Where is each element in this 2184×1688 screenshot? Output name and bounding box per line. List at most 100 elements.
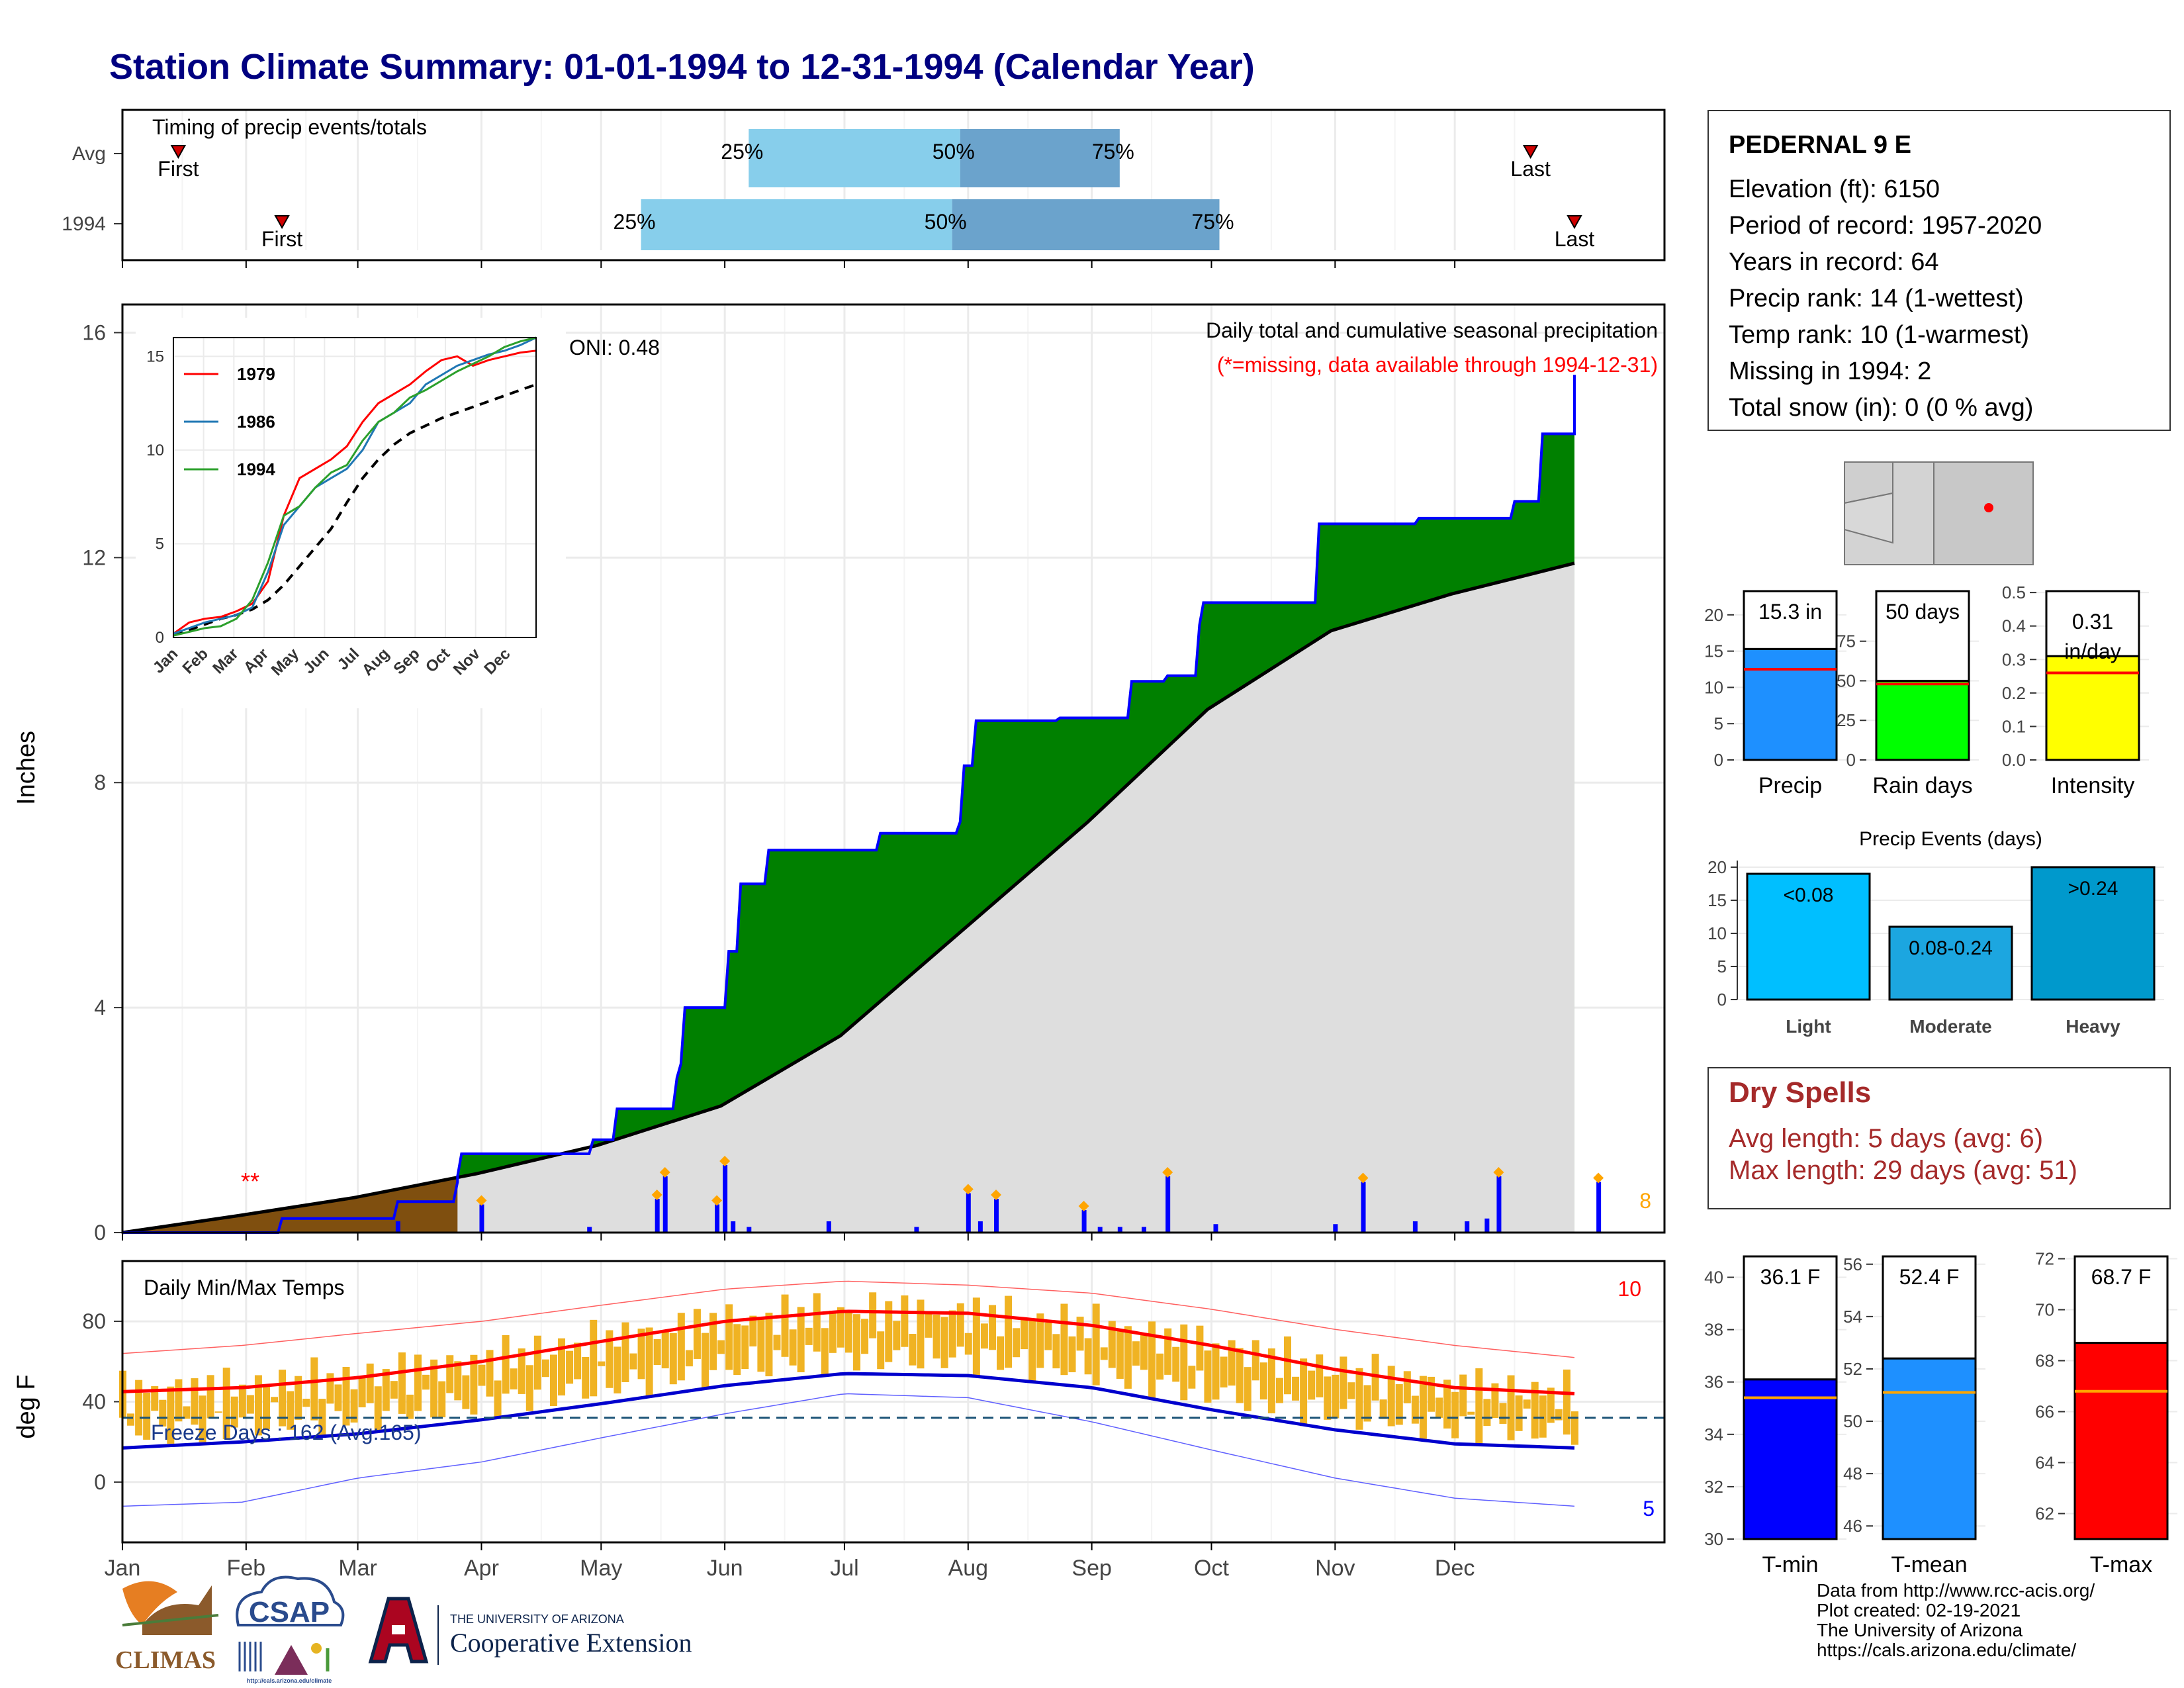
- temps-daily-bar: [454, 1361, 462, 1401]
- precip-y-tick-label: 12: [82, 545, 106, 569]
- temps-daily-bar: [358, 1378, 366, 1408]
- temps-daily-bar: [1507, 1375, 1515, 1440]
- precip-annotation: Daily total and cumulative seasonal prec…: [1206, 318, 1658, 342]
- summary-1-tick-label: 0: [1846, 750, 1856, 770]
- timing-row-label: 1994: [62, 213, 106, 235]
- inset-legend-label: 1994: [237, 459, 275, 479]
- tsummary-2-category-label: T-max: [2090, 1552, 2152, 1577]
- summary-2-tick-label: 0.0: [2002, 750, 2026, 770]
- tsummary-0-tick-label: 30: [1704, 1529, 1723, 1549]
- precip-event-marker: [1078, 1201, 1089, 1212]
- month-label: Jun: [707, 1556, 743, 1581]
- temps-daily-bar: [374, 1386, 382, 1433]
- temps-daily-bar: [685, 1350, 693, 1367]
- timing-bar-q25-q50: [641, 199, 952, 258]
- timing-bar-q25-q50: [749, 129, 960, 187]
- tsummary-1-tick-label: 50: [1843, 1411, 1862, 1431]
- temps-daily-bar: [1292, 1376, 1300, 1401]
- map-new-mexico: [1933, 461, 2034, 565]
- temps-daily-bar: [1435, 1397, 1443, 1418]
- temps-daily-bar: [844, 1311, 852, 1353]
- temps-daily-bar: [1363, 1385, 1371, 1422]
- temps-daily-bar: [1539, 1395, 1547, 1438]
- tsummary-1-tick-label: 46: [1843, 1516, 1862, 1536]
- summary-1-value-label: 50 days: [1886, 600, 1960, 624]
- temps-daily-bar: [821, 1328, 829, 1376]
- temps-daily-bar: [1403, 1371, 1411, 1403]
- temps-daily-bar: [199, 1395, 206, 1442]
- temps-daily-bar: [1148, 1321, 1156, 1399]
- temps-daily-bar: [717, 1340, 725, 1354]
- temps-daily-bar: [558, 1338, 566, 1396]
- csap-mountain-icon: [275, 1645, 308, 1675]
- temps-daily-bar: [206, 1375, 214, 1419]
- temps-daily-bar: [494, 1380, 502, 1417]
- summary-0-headroom: [1743, 590, 1838, 650]
- tsummary-2-tick-label: 64: [2035, 1453, 2054, 1473]
- temps-daily-bar: [1515, 1395, 1523, 1431]
- temps-count-max: 10: [1617, 1277, 1641, 1301]
- summary-0-category-label: Precip: [1758, 773, 1822, 798]
- temps-daily-bar: [901, 1295, 909, 1347]
- summary-1-headroom: [1875, 590, 1970, 682]
- month-label: Oct: [1194, 1556, 1229, 1581]
- month-label: Mar: [338, 1556, 377, 1581]
- temps-daily-bar: [582, 1356, 590, 1399]
- precip-daily-bar: [747, 1227, 752, 1233]
- events-bar: [1746, 872, 1871, 1001]
- temps-daily-bar: [1244, 1367, 1251, 1411]
- temps-daily-bar: [614, 1346, 621, 1393]
- temps-daily-bar: [1196, 1325, 1204, 1371]
- temps-daily-bar: [1284, 1336, 1291, 1395]
- inset-series-1986: [173, 336, 537, 635]
- temps-daily-bar: [1427, 1376, 1435, 1412]
- temps-daily-bar: [645, 1327, 653, 1398]
- tsummary-1-tick-label: 52: [1843, 1359, 1862, 1379]
- timing-frame: [121, 109, 1666, 261]
- temps-daily-bar: [917, 1299, 925, 1369]
- temps-avg-tmin-line: [122, 1372, 1575, 1450]
- precip-daily-bar: [723, 1165, 728, 1233]
- events-bar-label: <0.08: [1784, 884, 1834, 906]
- temps-daily-bar: [933, 1314, 940, 1359]
- temps-daily-bar: [350, 1389, 358, 1423]
- temps-daily-bar: [1523, 1399, 1531, 1409]
- temps-daily-bar: [805, 1327, 813, 1345]
- precip-daily-bar: [1213, 1224, 1218, 1233]
- precip-daily-bar: [1484, 1218, 1490, 1233]
- temps-daily-bar: [1140, 1334, 1148, 1370]
- temps-daily-bar: [1212, 1343, 1220, 1400]
- timing-quartile-label: 25%: [614, 210, 656, 234]
- events-tick-label: 20: [1707, 857, 1727, 877]
- temps-daily-bar: [1156, 1353, 1164, 1380]
- temps-daily-bar: [813, 1293, 821, 1352]
- inset-series-1994: [173, 336, 537, 637]
- temps-daily-bar: [151, 1386, 159, 1411]
- tsummary-1-category-label: T-mean: [1891, 1552, 1967, 1577]
- temps-daily-bar: [749, 1315, 757, 1347]
- temps-daily-bar: [997, 1336, 1005, 1370]
- credit-plot-created: Plot created: 02-19-2021: [1817, 1600, 2021, 1620]
- timing-bar-q50-q75: [952, 199, 1220, 258]
- timing-panel: 25% 50% 75% First Last Avg 25% 50% 75% First Last 1…: [62, 109, 1691, 270]
- temps-daily-bar: [1108, 1321, 1116, 1368]
- temps-daily-bar: [1060, 1303, 1068, 1376]
- temps-daily-bar: [709, 1313, 717, 1370]
- precip-daily-bar: [1165, 1176, 1171, 1233]
- temps-daily-bar: [127, 1413, 135, 1426]
- precip-event-marker: [1493, 1167, 1504, 1178]
- temps-daily-bar: [541, 1359, 549, 1378]
- inset-y-tick-label: 5: [156, 535, 164, 553]
- timing-first-marker: [170, 145, 187, 160]
- temps-daily-bar: [1028, 1321, 1036, 1381]
- temps-daily-bar: [797, 1307, 805, 1373]
- temps-daily-bar: [1308, 1370, 1316, 1400]
- temps-daily-bar: [279, 1370, 287, 1427]
- precip-missing-note: (*=missing, data available through 1994-…: [1217, 353, 1658, 377]
- temps-daily-bar: [1347, 1382, 1355, 1399]
- temps-daily-bar: [893, 1321, 901, 1350]
- precip-daily-bar: [826, 1221, 831, 1233]
- temps-daily-bar: [1531, 1382, 1539, 1439]
- tsummary-0-tick-label: 36: [1704, 1372, 1723, 1392]
